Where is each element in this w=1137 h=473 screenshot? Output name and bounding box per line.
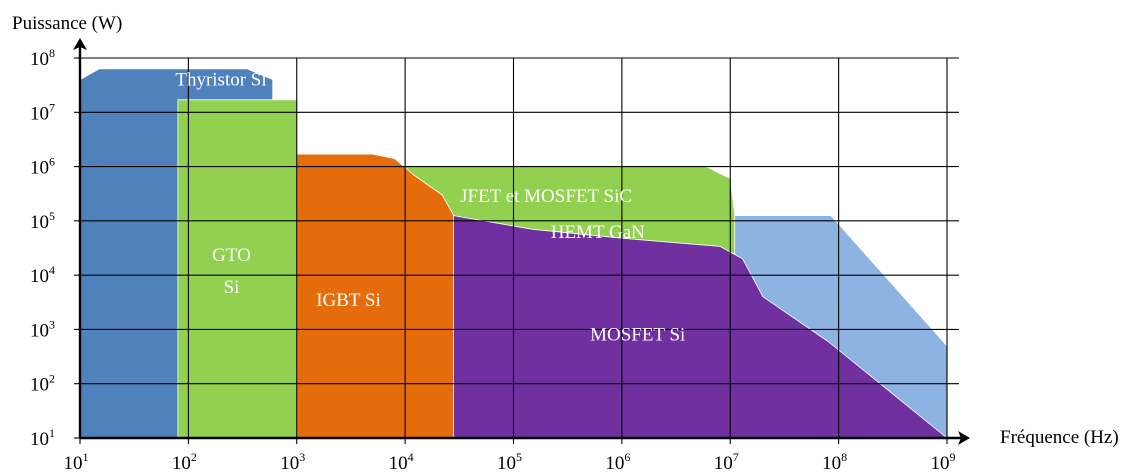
x-axis-arrow — [958, 431, 970, 445]
x-tick-label: 106 — [605, 450, 630, 473]
grid-layer — [80, 57, 959, 438]
label-gto: Si — [224, 277, 240, 298]
x-tick-label: 103 — [280, 450, 305, 473]
x-tick-label: 102 — [172, 450, 197, 473]
label-thyristor: Thyristor Si — [175, 70, 266, 91]
y-tick-label: 103 — [30, 317, 55, 341]
regions-layer — [79, 68, 948, 439]
label-jfet: JFET et MOSFET SiC — [460, 186, 632, 207]
y-tick-label: 106 — [30, 155, 55, 179]
x-axis-title: Fréquence (Hz) — [1000, 427, 1119, 448]
x-tick-label: 104 — [389, 450, 414, 473]
y-tick-label: 108 — [30, 46, 55, 70]
y-tick-label: 101 — [30, 426, 55, 450]
label-mosfet: MOSFET Si — [590, 325, 685, 346]
x-tick-label: 108 — [822, 450, 847, 473]
x-tick-label: 101 — [64, 450, 89, 473]
x-tick-label: 109 — [931, 450, 956, 473]
label-igbt: IGBT Si — [316, 290, 381, 311]
region-labels-layer: Thyristor Si HEMT GaN JFET et MOSFET SiC IG… — [175, 70, 685, 346]
region-gto — [177, 99, 298, 439]
region-mosfet — [453, 215, 948, 439]
x-tick-label: 105 — [497, 450, 522, 473]
y-tick-label: 104 — [30, 263, 55, 287]
label-gto: GTO — [212, 245, 251, 266]
y-axis-title: Puissance (W) — [12, 13, 122, 34]
y-axis-arrow — [73, 38, 87, 50]
x-tick-label: 107 — [714, 450, 739, 473]
y-tick-label: 102 — [30, 372, 55, 396]
y-tick-label: 105 — [30, 209, 55, 233]
label-hemt: HEMT GaN — [551, 222, 645, 243]
y-tick-label: 107 — [30, 100, 55, 124]
